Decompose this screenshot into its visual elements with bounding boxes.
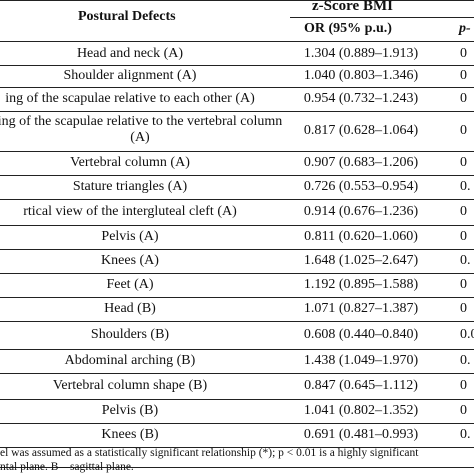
p-value: 0	[460, 301, 467, 316]
defect-label: Shoulder alignment (A)	[63, 68, 197, 83]
p-value: 0	[460, 277, 467, 292]
odds-ratio: 1.192 (0.895–1.588)	[303, 277, 419, 292]
defect-label: Vertebral column shape (B)	[52, 378, 208, 393]
defect-label: Abdominal arching (B)	[64, 353, 196, 368]
odds-ratio: 0.811 (0.620–1.060)	[304, 229, 418, 244]
table-row: Pelvis (B) 1.041 (0.802–1.352) 0	[0, 400, 474, 424]
odds-ratio: 1.071 (0.827–1.387)	[303, 301, 419, 316]
top-rule	[0, 0, 474, 1]
odds-ratio: 1.648 (1.025–2.647)	[303, 253, 419, 268]
p-value: 0	[460, 91, 467, 106]
p-value: 0	[460, 155, 467, 170]
table-row: Pelvis (A) 0.811 (0.620–1.060) 0	[0, 226, 474, 250]
table-row: Shoulders (B) 0.608 (0.440–0.840) 0.0	[0, 322, 474, 350]
header-zscore-bmi: z-Score BMI	[312, 0, 393, 14]
p-value: 0	[460, 378, 467, 393]
table-row: Vertebral column (A) 0.907 (0.683–1.206) 0	[0, 152, 474, 176]
p-value: 0	[460, 403, 467, 418]
defect-label: Pelvis (A)	[101, 229, 159, 244]
odds-ratio: 0.954 (0.732–1.243)	[303, 91, 419, 106]
header-postural-defects: Postural Defects	[78, 9, 176, 24]
header-rule	[0, 41, 474, 42]
group-rule	[290, 17, 474, 18]
table-row: Knees (A) 1.648 (1.025–2.647) 0.	[0, 250, 474, 274]
defect-label: Feet (A)	[106, 277, 154, 292]
odds-ratio: 0.817 (0.628–1.064)	[303, 123, 419, 138]
p-value: 0.	[460, 179, 471, 194]
odds-ratio: 0.691 (0.481–0.993)	[303, 427, 419, 442]
defect-label: Pelvis (B)	[101, 403, 159, 418]
table-row: Head and neck (A) 1.304 (0.889–1.913) 0	[0, 44, 474, 66]
table-row: Knees (B) 0.691 (0.481–0.993) 0.	[0, 424, 474, 448]
header-or: OR (95% p.u.)	[304, 21, 392, 36]
p-value: 0	[460, 46, 467, 61]
table-row: Abdominal arching (B) 1.438 (1.049–1.970)…	[0, 350, 474, 374]
bottom-rule	[0, 467, 474, 468]
p-value: 0	[460, 68, 467, 83]
table-row: ing of the scapulae relative to each oth…	[0, 88, 474, 112]
p-value: 0	[460, 204, 467, 219]
p-value: 0.	[460, 253, 471, 268]
table-row: Head (B) 1.071 (0.827–1.387) 0	[0, 298, 474, 322]
defect-label: ing of the scapulae relative to the vert…	[0, 114, 283, 145]
defect-label: rtical view of the intergluteal cleft (A…	[23, 204, 237, 219]
footnote-line-1: el was assumed as a statistically signif…	[0, 447, 419, 459]
odds-ratio: 0.914 (0.676–1.236)	[303, 204, 419, 219]
table-row: Shoulder alignment (A) 1.040 (0.803–1.346…	[0, 66, 474, 88]
table-row: Vertebral column shape (B) 0.847 (0.645–1…	[0, 374, 474, 400]
p-value: 0	[460, 229, 467, 244]
odds-ratio: 0.847 (0.645–1.112)	[304, 378, 418, 393]
header-p: p-	[459, 21, 471, 36]
table-row: rtical view of the intergluteal cleft (A…	[0, 200, 474, 226]
defect-label: Vertebral column (A)	[70, 155, 190, 170]
odds-ratio: 1.041 (0.802–1.352)	[303, 403, 419, 418]
odds-ratio: 0.726 (0.553–0.954)	[303, 179, 419, 194]
odds-ratio: 1.304 (0.889–1.913)	[303, 46, 419, 61]
footnote-line-2: ntal plane. B—sagittal plane.	[0, 461, 134, 473]
odds-ratio: 1.040 (0.803–1.346)	[303, 68, 419, 83]
defect-label: Shoulders (B)	[90, 327, 170, 342]
defect-label: Head and neck (A)	[76, 46, 184, 61]
defect-label: Head (B)	[104, 301, 156, 316]
p-value: 0	[460, 123, 467, 138]
defect-label: ing of the scapulae relative to each oth…	[5, 91, 255, 106]
table-row: Feet (A) 1.192 (0.895–1.588) 0	[0, 274, 474, 298]
p-value: 0.0	[460, 327, 474, 342]
odds-ratio: 0.907 (0.683–1.206)	[303, 155, 419, 170]
defect-label: Knees (B)	[101, 427, 159, 442]
p-value: 0.	[460, 427, 471, 442]
table-row: ing of the scapulae relative to the vert…	[0, 112, 474, 152]
table-row: Stature triangles (A) 0.726 (0.553–0.954)…	[0, 176, 474, 200]
defect-label: Knees (A)	[101, 253, 159, 268]
odds-ratio: 0.608 (0.440–0.840)	[303, 327, 419, 342]
defect-label: Stature triangles (A)	[72, 179, 188, 194]
odds-ratio: 1.438 (1.049–1.970)	[303, 353, 419, 368]
p-value: 0.	[460, 353, 471, 368]
